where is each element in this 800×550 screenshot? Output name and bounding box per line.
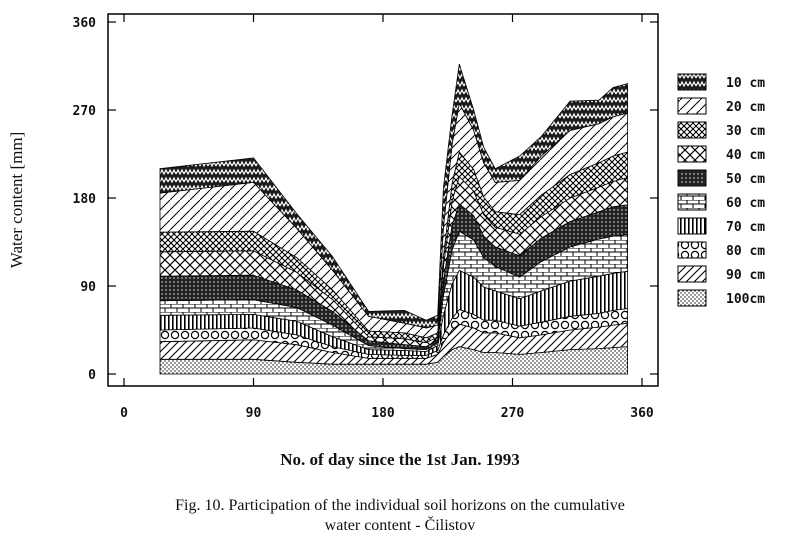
- legend-label: 20 cm: [726, 100, 765, 115]
- x-tick-label: 180: [371, 406, 395, 421]
- legend-swatch: [677, 241, 707, 259]
- legend-swatch: [677, 73, 707, 91]
- x-tick-label: 360: [630, 406, 654, 421]
- legend-swatch: [677, 121, 707, 139]
- legend-swatch: [677, 169, 707, 187]
- caption-line-1: Fig. 10. Participation of the individual…: [175, 497, 625, 514]
- x-axis: 0 90 180 270 360: [120, 14, 654, 421]
- legend-label: 10 cm: [726, 76, 765, 91]
- legend-label: 60 cm: [726, 196, 765, 211]
- y-tick-label: 90: [80, 280, 96, 295]
- area-10cm: [159, 63, 628, 329]
- y-tick-label: 360: [73, 16, 97, 31]
- legend-label: 30 cm: [726, 124, 765, 139]
- x-tick-label: 0: [120, 406, 128, 421]
- legend-swatch: [677, 265, 707, 283]
- legend-label: 90 cm: [726, 268, 765, 283]
- legend-swatch: [677, 97, 707, 115]
- legend-swatch: [677, 289, 707, 307]
- legend-label: 70 cm: [726, 220, 765, 235]
- caption-line-2: water content - Čilistov: [324, 517, 476, 534]
- y-axis-title: Water content [mm]: [7, 132, 26, 268]
- y-axis: 0 90 180 270 360: [73, 16, 658, 383]
- legend-swatch: [677, 145, 707, 163]
- figure-caption: Fig. 10. Participation of the individual…: [0, 496, 800, 536]
- legend-label: 100cm: [726, 292, 765, 307]
- legend-label: 80 cm: [726, 244, 765, 259]
- y-tick-label: 0: [88, 368, 96, 383]
- legend: 10 cm 20 cm 30 cm 40 cm 50 cm 60 cm 70 cm 80 cm…: [677, 73, 765, 307]
- legend-label: 40 cm: [726, 148, 765, 163]
- y-tick-label: 270: [73, 104, 97, 119]
- x-tick-label: 90: [246, 406, 262, 421]
- legend-swatch: [677, 217, 707, 235]
- y-tick-label: 180: [73, 192, 97, 207]
- x-tick-label: 270: [501, 406, 525, 421]
- legend-swatch: [677, 193, 707, 211]
- x-axis-title: No. of day since the 1st Jan. 1993: [280, 450, 519, 469]
- stacked-areas: [159, 63, 628, 375]
- legend-label: 50 cm: [726, 172, 765, 187]
